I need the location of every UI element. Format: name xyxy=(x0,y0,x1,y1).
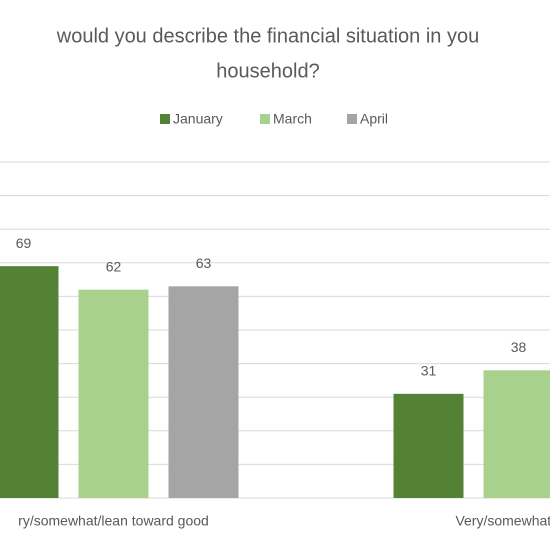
bar xyxy=(78,289,149,498)
bar xyxy=(0,266,59,498)
x-tick-label: Very/somewhat/lean xyxy=(455,513,550,529)
x-tick-label: ry/somewhat/lean toward good xyxy=(18,513,209,529)
legend-swatch xyxy=(160,114,170,124)
legend-swatch xyxy=(347,114,357,124)
bar xyxy=(168,286,239,498)
legend-label: April xyxy=(360,111,388,127)
legend-label: January xyxy=(173,111,223,127)
bar xyxy=(483,370,550,498)
legend-label: March xyxy=(273,111,312,127)
data-label: 38 xyxy=(511,339,527,355)
bar xyxy=(393,393,464,498)
legend-swatch xyxy=(260,114,270,124)
data-label: 69 xyxy=(16,235,32,251)
data-label: 62 xyxy=(106,258,122,274)
data-label: 31 xyxy=(421,363,437,379)
chart-title: household? xyxy=(216,60,319,82)
data-label: 63 xyxy=(196,255,212,271)
chart-title: would you describe the financial situati… xyxy=(56,25,479,47)
